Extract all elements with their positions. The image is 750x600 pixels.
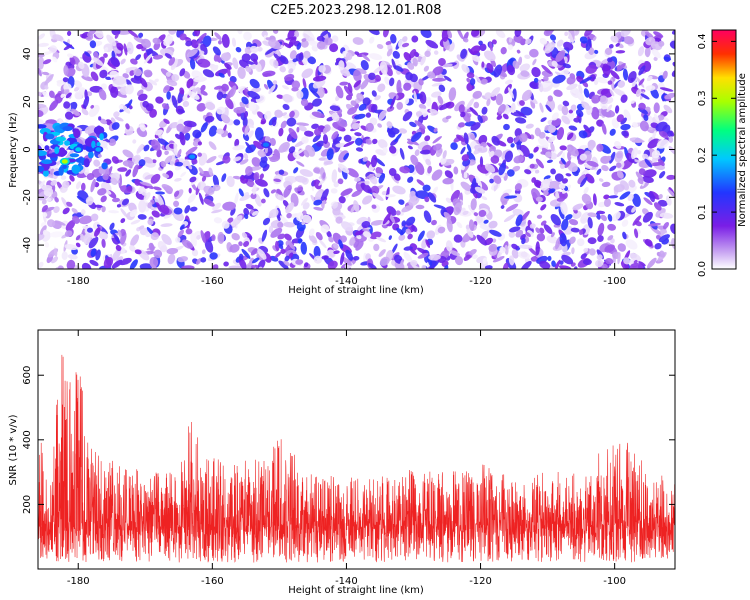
heat-feature: [38, 150, 48, 156]
snr-y-label: SNR (10 * v/v): [8, 414, 19, 485]
heat-feature: [62, 126, 73, 132]
heat-feature-core: [61, 159, 68, 164]
colorbar-tick-label: 0.4: [697, 33, 708, 49]
colorbar-gradient: [712, 30, 736, 269]
spectrogram-x-label: Height of straight line (km): [288, 285, 424, 296]
y-tick-label: 20: [22, 95, 33, 108]
x-tick-label: -160: [201, 576, 224, 587]
heat-feature: [71, 164, 81, 174]
heat-feature: [55, 136, 66, 142]
x-tick-label: -180: [67, 576, 90, 587]
snr-y-ticks: 200 400 600: [22, 366, 675, 514]
x-tick-label: -160: [201, 276, 224, 287]
heat-feature: [93, 126, 105, 135]
spectrogram-panel: -180 -160 -140 -120 -100 -40 -20 0 20 40 Height …: [8, 29, 676, 296]
heat-feature: [91, 140, 96, 149]
heat-feature: [39, 127, 51, 135]
snr-frame: [37, 329, 676, 570]
snr-panel: -180 -160 -140 -120 -100 200 400 600 Height of…: [8, 329, 676, 596]
heat-feature-core: [263, 142, 269, 147]
heat-feature: [73, 128, 81, 139]
spectrogram-y-ticks: -40 -20 0 20 40: [22, 48, 675, 253]
spectrogram-frame: [37, 29, 676, 270]
y-tick-label: 0: [22, 146, 33, 152]
snr-x-ticks: -180 -160 -140 -120 -100: [67, 330, 626, 587]
y-tick-label: -40: [22, 237, 33, 253]
heat-feature: [62, 164, 67, 170]
x-tick-label: -120: [469, 576, 492, 587]
heat-feature: [101, 162, 108, 170]
y-tick-label: 200: [22, 495, 33, 514]
heat-feature: [54, 146, 60, 154]
snr-series-line: [38, 354, 675, 563]
heat-feature: [58, 147, 66, 158]
colorbar-ticks: 0.0 0.1 0.2 0.3 0.4: [697, 33, 736, 277]
heat-feature: [38, 124, 47, 129]
spectrogram-y-label: Frequency (Hz): [8, 112, 19, 188]
heat-feature: [44, 145, 50, 151]
x-tick-label: -140: [335, 576, 358, 587]
heat-feature: [46, 153, 58, 158]
spectrogram-x-ticks: -180 -160 -140 -120 -100: [67, 30, 626, 287]
spectrogram-blobs: [38, 30, 675, 269]
x-tick-label: -140: [335, 276, 358, 287]
heat-feature-core: [75, 147, 82, 152]
colorbar-frame: [711, 29, 737, 270]
heat-feature: [64, 140, 71, 146]
y-tick-label: -20: [22, 189, 33, 205]
x-tick-label: -120: [469, 276, 492, 287]
heat-feature-core: [189, 154, 196, 159]
x-tick-label: -100: [603, 276, 626, 287]
heat-feature: [69, 153, 80, 158]
colorbar-label: Normalized spectral amplitude: [737, 73, 748, 227]
heat-feature: [42, 169, 49, 177]
colorbar-tick-label: 0.3: [697, 90, 708, 106]
heat-feature: [58, 166, 64, 176]
colorbar-tick-label: 0.1: [697, 204, 708, 220]
colorbar-tick-label: 0.0: [697, 261, 708, 277]
colorbar-tick-label: 0.2: [697, 147, 708, 163]
heat-feature: [45, 133, 55, 140]
heat-feature: [96, 142, 101, 147]
heat-feature: [99, 133, 104, 141]
y-tick-label: 600: [22, 366, 33, 385]
x-tick-label: -180: [67, 276, 90, 287]
colorbar: 0.0 0.1 0.2 0.3 0.4 Normalized spectral ampl…: [697, 29, 748, 277]
heat-feature: [38, 165, 45, 173]
y-tick-label: 40: [22, 48, 33, 61]
heat-feature: [88, 151, 94, 159]
y-tick-label: 400: [22, 430, 33, 449]
heat-feature: [41, 159, 53, 165]
figure-title: C2E5.2023.298.12.01.R08: [270, 3, 441, 18]
x-tick-label: -100: [603, 576, 626, 587]
heat-feature: [83, 158, 90, 168]
heat-feature-core: [95, 147, 102, 152]
snr-x-label: Height of straight line (km): [288, 585, 424, 596]
